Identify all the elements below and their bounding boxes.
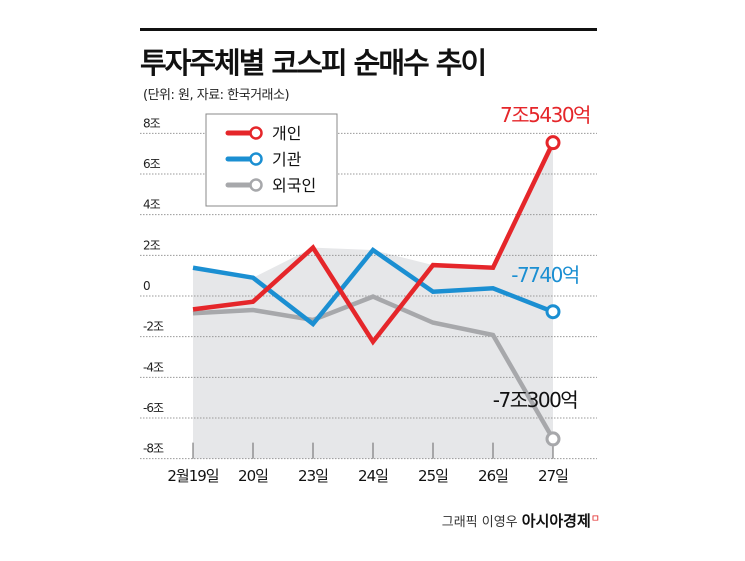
y-tick-label: 4조 xyxy=(143,198,161,212)
series-line-0 xyxy=(192,141,556,346)
legend-marker-icon xyxy=(249,126,263,140)
y-tick-label: -6조 xyxy=(143,401,164,415)
legend-label: 기관 xyxy=(272,150,302,169)
chart-title: 투자주체별 코스피 순매수 추이 xyxy=(140,46,487,80)
y-tick-label: 0 xyxy=(143,279,150,293)
y-tick-label: -2조 xyxy=(143,320,164,334)
y-tick-label: 2조 xyxy=(143,238,161,252)
legend-marker-icon xyxy=(249,178,263,192)
x-tick-label: 27일 xyxy=(538,467,568,485)
legend-marker-icon xyxy=(249,152,263,166)
brand-logo: 아시아경제 xyxy=(521,512,591,530)
top-rule xyxy=(140,28,597,31)
legend-label: 개인 xyxy=(272,124,301,143)
x-tick-label: 2월19일 xyxy=(167,467,218,485)
x-tick-label: 25일 xyxy=(418,467,448,485)
end-value-label: -7740억 xyxy=(511,263,579,287)
y-tick-label: -8조 xyxy=(143,442,164,456)
graphic-credit: 그래픽 이영우 xyxy=(441,515,518,530)
x-tick-label: 26일 xyxy=(478,467,508,485)
y-tick-label: 6조 xyxy=(143,157,161,171)
y-tick-label: -4조 xyxy=(143,360,164,374)
series-end-marker-2 xyxy=(545,431,561,447)
series-end-marker-1 xyxy=(545,304,561,320)
series-end-marker-0 xyxy=(545,135,561,151)
y-tick-label: 8조 xyxy=(143,116,161,130)
x-tick-label: 24일 xyxy=(358,467,388,485)
plot-background-area xyxy=(193,142,553,459)
x-tick-label: 20일 xyxy=(238,467,268,485)
end-value-label: 7조5430억 xyxy=(500,103,590,127)
end-value-label: -7조300억 xyxy=(493,388,577,412)
footer: 그래픽 이영우 아시아경제ㅁ xyxy=(442,510,600,531)
x-tick-label: 23일 xyxy=(298,467,328,485)
series-line-2 xyxy=(192,294,555,441)
brand-mark-icon: ㅁ xyxy=(590,514,600,525)
series-line-1 xyxy=(192,247,554,328)
chart-subtitle: (단위: 원, 자료: 한국거래소) xyxy=(143,88,290,103)
legend-label: 외국인 xyxy=(272,176,316,195)
